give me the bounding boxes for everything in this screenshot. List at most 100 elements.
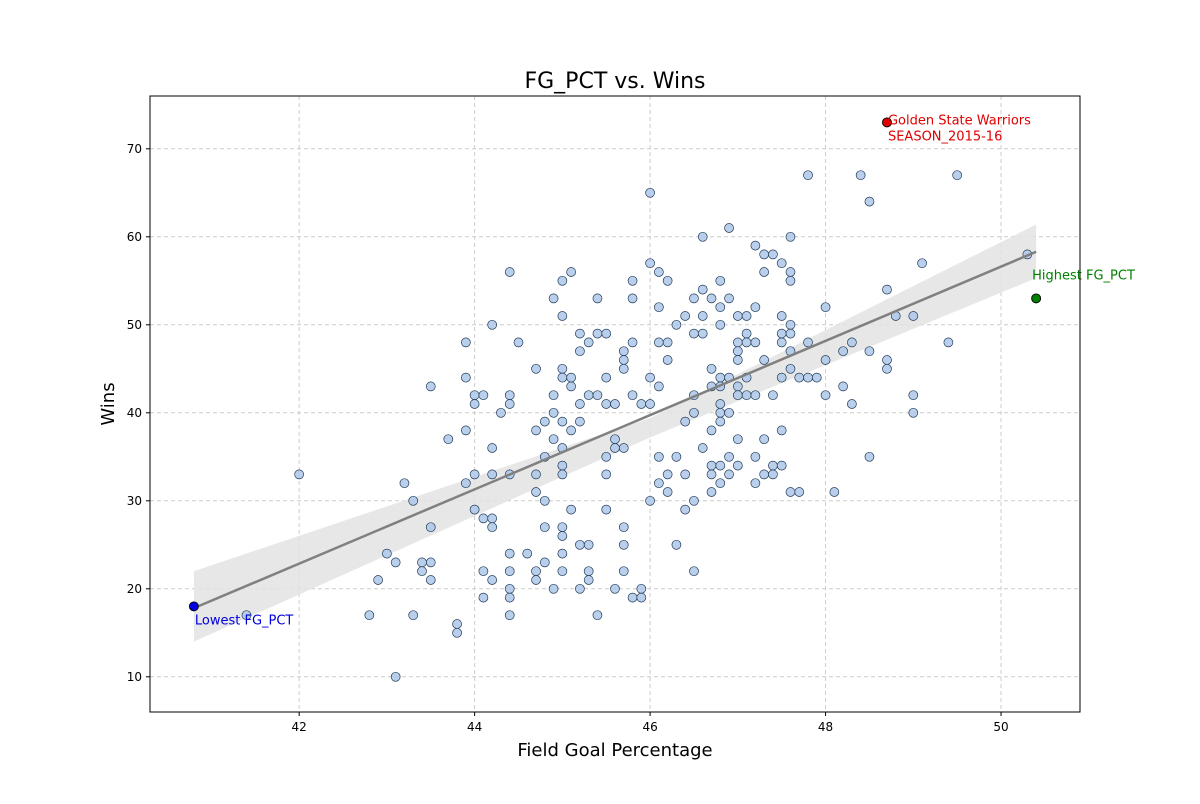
data-point xyxy=(715,399,726,409)
points-layer xyxy=(241,170,1033,682)
data-point xyxy=(627,592,638,603)
data-point xyxy=(548,293,559,304)
data-point xyxy=(610,434,620,445)
data-point xyxy=(654,337,664,348)
data-point xyxy=(610,399,620,409)
data-point xyxy=(750,302,761,313)
y-tick-label: 60 xyxy=(127,230,142,244)
data-point xyxy=(680,416,691,427)
data-point xyxy=(443,434,454,445)
data-point xyxy=(460,337,471,348)
data-point xyxy=(496,407,506,418)
data-point xyxy=(715,372,726,383)
data-point xyxy=(785,328,796,339)
data-point xyxy=(680,311,691,321)
data-point xyxy=(460,478,471,489)
data-point xyxy=(610,583,620,594)
y-tick-layer: 10 20 30 40 50 60 70 xyxy=(127,142,150,684)
data-point xyxy=(689,566,699,577)
data-point xyxy=(618,355,629,365)
data-point xyxy=(715,478,726,489)
data-point xyxy=(575,416,585,427)
data-point xyxy=(531,487,541,497)
data-point xyxy=(531,425,541,436)
data-point xyxy=(417,557,427,568)
data-point xyxy=(504,548,515,559)
y-tick-label: 40 xyxy=(127,406,142,420)
data-point xyxy=(478,566,489,577)
data-point xyxy=(820,355,831,365)
data-point xyxy=(487,513,498,524)
data-point xyxy=(504,390,515,401)
data-point xyxy=(522,548,533,559)
data-point xyxy=(548,390,559,401)
data-point xyxy=(794,487,805,497)
x-tick-label: 50 xyxy=(993,720,1008,734)
data-point xyxy=(583,566,594,577)
data-point xyxy=(478,592,489,603)
data-point xyxy=(557,522,568,533)
data-point xyxy=(750,478,761,489)
data-point xyxy=(636,583,647,594)
data-point xyxy=(715,302,726,313)
y-tick-label: 20 xyxy=(127,582,142,596)
data-point xyxy=(487,319,498,330)
data-point xyxy=(645,372,655,383)
data-point xyxy=(811,372,822,383)
data-point xyxy=(785,275,796,286)
data-point xyxy=(627,337,638,348)
data-point xyxy=(601,399,612,409)
trendline-layer xyxy=(193,250,1037,610)
data-point xyxy=(732,337,743,348)
data-point xyxy=(294,469,305,480)
data-point xyxy=(689,407,699,418)
data-point xyxy=(557,548,568,559)
data-point xyxy=(741,337,752,348)
data-point xyxy=(583,337,594,348)
data-point xyxy=(583,390,594,401)
annotation-label-max-fg-pct: Highest FG_PCT xyxy=(1032,268,1135,283)
data-point xyxy=(724,293,734,304)
data-point xyxy=(417,566,427,577)
data-point xyxy=(645,258,655,269)
data-point xyxy=(750,390,761,401)
data-point xyxy=(803,337,813,348)
data-point xyxy=(460,425,471,436)
y-tick-label: 70 xyxy=(127,142,142,156)
data-point xyxy=(592,610,603,621)
data-point xyxy=(373,575,383,585)
data-point xyxy=(952,170,963,181)
data-point xyxy=(654,302,664,313)
data-point xyxy=(636,592,647,603)
data-point xyxy=(645,187,655,198)
data-point xyxy=(548,583,559,594)
data-point xyxy=(575,539,585,550)
data-point xyxy=(680,504,691,515)
data-point xyxy=(671,319,682,330)
data-point xyxy=(452,627,462,638)
data-point xyxy=(487,575,498,585)
data-point xyxy=(680,469,691,480)
data-point xyxy=(583,539,594,550)
data-point xyxy=(803,170,813,181)
data-point xyxy=(768,390,778,401)
x-tick-label: 44 xyxy=(467,720,482,734)
data-point xyxy=(382,548,392,559)
y-tick-label: 10 xyxy=(127,670,142,684)
data-point xyxy=(697,443,708,453)
data-point xyxy=(654,381,664,392)
data-point xyxy=(557,460,568,471)
data-point xyxy=(592,293,603,304)
data-point xyxy=(531,469,541,480)
data-point xyxy=(715,416,726,427)
data-point xyxy=(697,311,708,321)
data-point xyxy=(548,434,559,445)
data-point xyxy=(724,407,734,418)
data-point xyxy=(838,346,848,357)
confidence-band-layer xyxy=(193,224,1037,642)
data-point xyxy=(575,583,585,594)
data-point xyxy=(776,460,787,471)
data-point xyxy=(592,328,603,339)
data-point xyxy=(618,443,629,453)
data-point xyxy=(908,390,919,401)
